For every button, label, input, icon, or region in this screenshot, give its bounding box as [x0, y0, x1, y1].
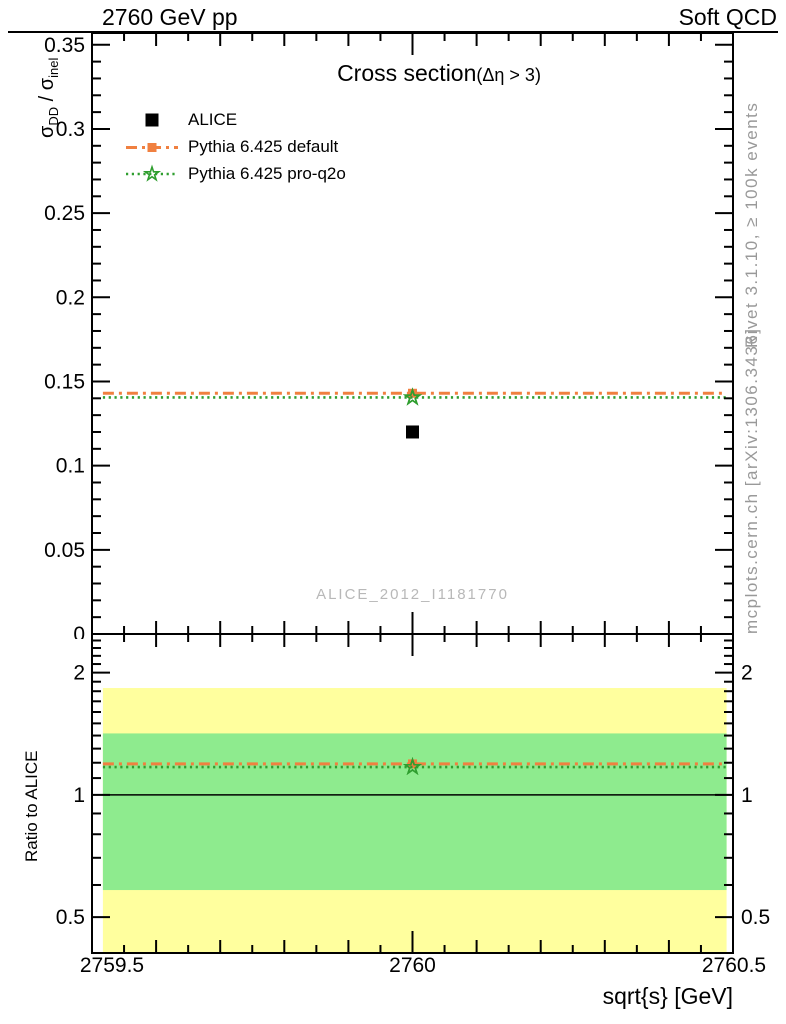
inner-band — [102, 733, 727, 891]
main-y-tick-label: 0.3 — [56, 118, 85, 141]
analysis-id-watermark: ALICE_2012_I1181770 — [316, 586, 509, 603]
plot-title: Cross section(Δη > 3) — [92, 60, 786, 87]
x-tick-label: 2759.5 — [80, 954, 144, 977]
process-group-label: Soft QCD — [678, 4, 777, 30]
y-axis-label: σDD / σinel — [36, 58, 61, 138]
main-y-tick-label: 0.05 — [44, 539, 85, 562]
plot-title-condition: (Δη > 3) — [476, 65, 541, 85]
main-y-tick-label: 0.1 — [56, 455, 85, 478]
legend-marker-proq2o — [142, 164, 162, 182]
y-axis-label-sigma2: σ — [36, 77, 58, 91]
ratio-y-tick-label-left: 2 — [73, 662, 85, 685]
rivet-version-note: Rivet 3.1.10, ≥ 100k events — [742, 101, 761, 348]
ratio-y-tick-label-right: 0.5 — [741, 906, 770, 929]
y-axis-label-divider: / — [36, 90, 58, 107]
axis-ticks — [91, 33, 734, 953]
legend-marker-alice — [145, 113, 159, 127]
model-marker-square-ratio — [408, 759, 417, 769]
beam-energy-label: 2760 GeV pp — [102, 4, 238, 30]
y-axis-label-sigma1: σ — [36, 125, 58, 138]
main-y-tick-label: 0.25 — [44, 202, 85, 225]
ratio-axis-label: Ratio to ALICE — [22, 750, 41, 862]
ratio-y-tick-label-left: 1 — [73, 784, 85, 807]
main-y-tick-label: 0.2 — [56, 286, 85, 309]
y-axis-label-sub1: DD — [46, 106, 61, 126]
plot-title-main: Cross section — [337, 60, 477, 86]
legend-item-pythia-default: Pythia 6.425 default — [188, 137, 339, 156]
y-axis-label-sub2: inel — [46, 57, 61, 78]
main-y-tick-label: 0.35 — [44, 34, 85, 57]
star-overlay-ratio — [402, 756, 423, 776]
model-marker-square-main — [408, 388, 417, 398]
main-y-tick-labels: 0 0.05 0.1 0.15 0.2 0.25 0.3 0.35 — [44, 34, 85, 646]
ratio-y-tick-label-left: 0.5 — [56, 906, 85, 929]
main-y-tick-label: 0 — [73, 623, 85, 646]
legend-item-alice: ALICE — [188, 110, 238, 129]
x-axis-label: sqrt{s} [GeV] — [602, 983, 733, 1009]
main-y-tick-label: 0.15 — [44, 370, 85, 393]
x-tick-label: 2760 — [389, 954, 436, 977]
ratio-y-tick-label-right: 2 — [741, 662, 753, 685]
mcplots-source-note: mcplots.cern.ch [arXiv:1306.3436] — [742, 327, 761, 634]
alice-data-point — [406, 425, 419, 439]
header-rule — [8, 31, 778, 33]
legend-item-pythia-proq2o: Pythia 6.425 pro-q2o — [188, 164, 346, 183]
x-tick-label: 2760.5 — [702, 954, 766, 977]
ratio-y-tick-label-right: 1 — [741, 784, 753, 807]
star-overlay-main — [402, 387, 423, 406]
legend-marker-default — [147, 143, 157, 152]
